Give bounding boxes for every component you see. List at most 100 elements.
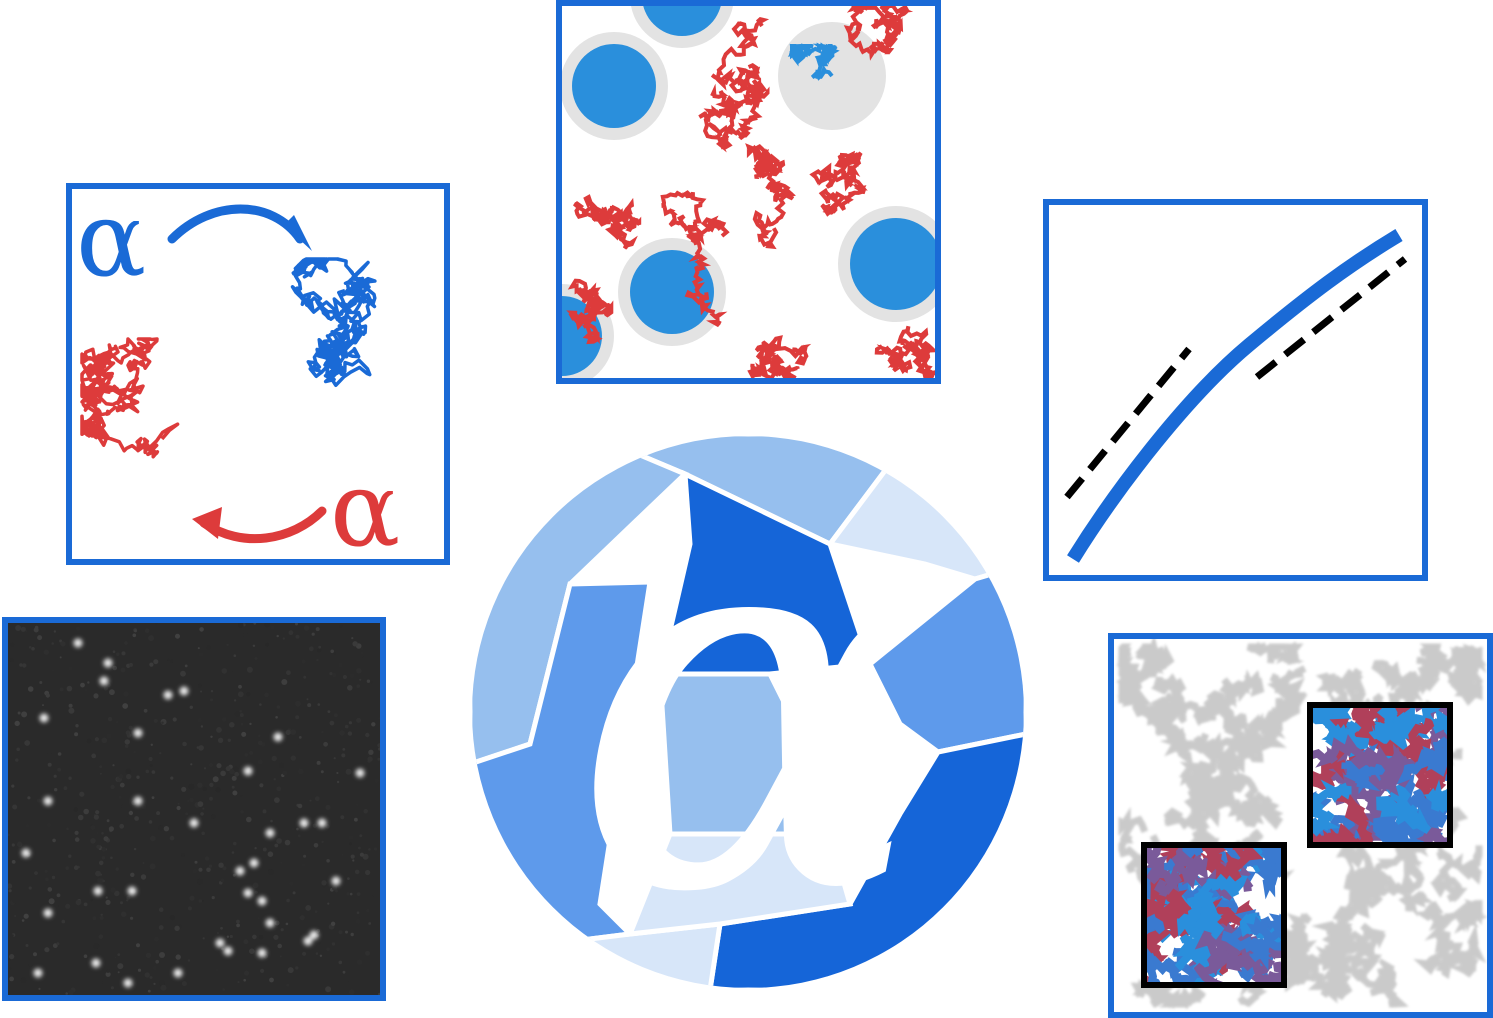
noise-speck <box>91 753 97 759</box>
noise-speck <box>208 762 214 768</box>
noise-speck <box>236 923 241 928</box>
noise-speck <box>8 883 13 889</box>
noise-speck <box>33 643 36 647</box>
noise-speck <box>130 916 134 920</box>
inset-frame-bottom <box>1141 842 1287 988</box>
noise-speck <box>38 987 41 990</box>
noise-speck <box>10 642 15 647</box>
noise-speck <box>237 691 244 698</box>
noise-speck <box>273 934 279 940</box>
free-trajectory <box>747 335 812 378</box>
noise-speck <box>246 666 253 673</box>
noise-speck <box>36 798 41 803</box>
background-trajectory <box>1343 863 1387 919</box>
noise-speck <box>196 878 203 885</box>
noise-speck <box>342 674 347 680</box>
noise-speck <box>305 905 312 911</box>
noise-speck <box>359 834 363 838</box>
noise-speck <box>96 831 99 834</box>
noise-speck <box>105 971 111 977</box>
noise-speck <box>221 668 228 674</box>
noise-speck <box>308 646 314 652</box>
noise-speck <box>130 678 136 683</box>
noise-speck <box>28 646 32 649</box>
noise-speck <box>306 698 309 701</box>
inset-trajectory <box>1310 734 1402 772</box>
noise-speck <box>352 859 355 862</box>
noise-speck <box>155 959 159 964</box>
noise-speck <box>291 827 295 831</box>
noise-speck <box>115 867 120 871</box>
noise-speck <box>28 886 32 890</box>
noise-speck <box>154 936 159 942</box>
noise-speck <box>149 976 153 979</box>
noise-speck <box>100 913 103 916</box>
traps-panel <box>556 0 941 384</box>
noise-speck <box>200 725 204 728</box>
noise-speck <box>340 815 345 820</box>
noise-speck <box>360 651 364 655</box>
noise-speck <box>12 804 18 810</box>
noise-speck <box>202 807 205 810</box>
noise-speck <box>74 837 80 842</box>
random-walks-panel: α α <box>66 183 450 565</box>
noise-speck <box>25 944 29 947</box>
noise-speck <box>243 939 249 945</box>
noise-speck <box>202 937 205 940</box>
inset-trajectory <box>1200 845 1264 882</box>
noise-speck <box>273 778 276 781</box>
noise-speck <box>16 747 20 752</box>
noise-speck <box>46 752 53 759</box>
fluorescent-spot <box>189 818 199 828</box>
noise-speck <box>75 899 82 906</box>
noise-speck <box>335 889 338 893</box>
inset-trajectory <box>1250 961 1284 985</box>
noise-speck <box>120 667 126 673</box>
noise-speck <box>332 672 337 678</box>
noise-speck <box>160 984 167 991</box>
noise-speck <box>280 928 284 932</box>
noise-speck <box>123 691 129 697</box>
noise-speck <box>368 895 374 901</box>
microscopy-image <box>8 623 380 995</box>
noise-speck <box>75 724 79 728</box>
noise-speck <box>330 649 335 654</box>
fluorescent-spot <box>299 818 309 828</box>
noise-speck <box>318 645 322 649</box>
noise-speck <box>120 911 127 917</box>
inset-trajectory <box>1341 743 1396 795</box>
noise-speck <box>170 776 174 780</box>
noise-speck <box>208 864 213 868</box>
fluorescent-spot <box>133 796 143 806</box>
noise-speck <box>321 840 324 844</box>
noise-speck <box>297 803 303 809</box>
inset-trajectory <box>1376 780 1432 835</box>
noise-speck <box>221 717 227 722</box>
noise-speck <box>9 954 15 960</box>
noise-speck <box>274 843 279 848</box>
reference-line-left <box>1064 346 1192 500</box>
fluorescent-spot <box>133 728 143 738</box>
random-walks-figure: α α <box>76 189 400 559</box>
noise-speck <box>112 764 115 767</box>
noise-speck <box>48 898 55 905</box>
noise-speck <box>159 752 162 755</box>
noise-speck <box>233 841 237 846</box>
noise-speck <box>87 681 90 684</box>
noise-speck <box>238 623 244 628</box>
noise-speck <box>374 778 380 784</box>
noise-speck <box>278 762 285 769</box>
noise-speck <box>144 972 150 978</box>
noise-speck <box>336 771 339 775</box>
noise-speck <box>99 772 102 775</box>
noise-speck <box>112 650 116 653</box>
noise-speck <box>316 929 321 933</box>
maps-figure <box>1116 639 1487 1010</box>
noise-speck <box>338 662 343 668</box>
noise-speck <box>222 866 227 871</box>
noise-speck <box>296 827 299 831</box>
noise-speck <box>325 804 331 810</box>
noise-speck <box>47 887 53 892</box>
noise-speck <box>119 782 125 788</box>
inset-trajectory <box>1193 930 1230 985</box>
